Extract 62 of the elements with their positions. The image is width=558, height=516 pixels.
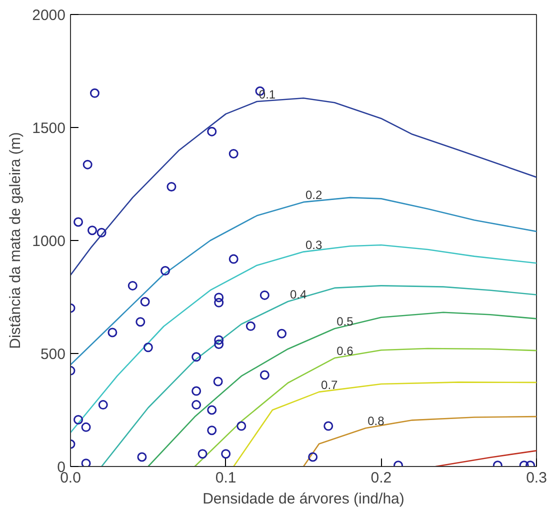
series-label: 0.8 (368, 414, 385, 428)
point (160, 266, 170, 276)
point (192, 386, 202, 396)
series-label: 0.2 (306, 188, 323, 202)
point (108, 328, 118, 338)
point (137, 452, 147, 462)
point (207, 426, 217, 436)
point (198, 449, 208, 459)
line-series (70, 97, 536, 276)
point (81, 422, 91, 432)
x-axis-title: Densidade de árvores (ind/ha) (202, 490, 404, 508)
point (87, 226, 97, 236)
point (143, 342, 153, 352)
line-series (194, 348, 536, 466)
point (96, 228, 106, 238)
line-series (148, 312, 536, 466)
point (277, 328, 287, 338)
x-tick-label: 0.1 (215, 470, 236, 486)
y-tick-label: 500 (40, 346, 66, 363)
point (260, 290, 270, 300)
point (166, 182, 176, 192)
point (246, 321, 256, 331)
series-label: 0.4 (290, 288, 307, 302)
point (81, 458, 91, 466)
y-tick-label: 2000 (32, 7, 66, 24)
point (128, 280, 138, 290)
point (192, 352, 202, 362)
point (214, 298, 224, 308)
series-label: 0.3 (306, 238, 323, 252)
y-tick-label: 1000 (32, 233, 66, 250)
point (192, 400, 202, 410)
point (214, 292, 224, 302)
point (74, 414, 84, 424)
point (308, 452, 318, 462)
point (214, 335, 224, 345)
y-axis-title: Distância da mata de galeira (m) (7, 132, 24, 349)
series-label: 0.6 (336, 344, 354, 358)
point (236, 421, 246, 431)
point (140, 297, 150, 306)
point (136, 317, 146, 327)
point (228, 148, 238, 158)
series-label: 0.5 (336, 314, 354, 329)
point (207, 126, 217, 136)
line-series (100, 285, 536, 466)
series-label: 0.7 (321, 378, 338, 392)
point (260, 370, 270, 380)
series-label: 0.1 (258, 88, 276, 102)
point (98, 400, 108, 410)
x-tick-label: 0.2 (370, 470, 392, 486)
point (228, 254, 238, 264)
point (82, 160, 92, 170)
line-series (302, 416, 536, 466)
point (74, 217, 84, 227)
point (90, 88, 100, 98)
y-tick-label: 1500 (32, 120, 66, 137)
point (213, 376, 223, 386)
x-tick-label: 0.3 (526, 470, 547, 486)
line-series (232, 382, 536, 466)
point (221, 449, 231, 459)
point (214, 339, 224, 349)
point (324, 421, 334, 431)
point (207, 405, 217, 415)
